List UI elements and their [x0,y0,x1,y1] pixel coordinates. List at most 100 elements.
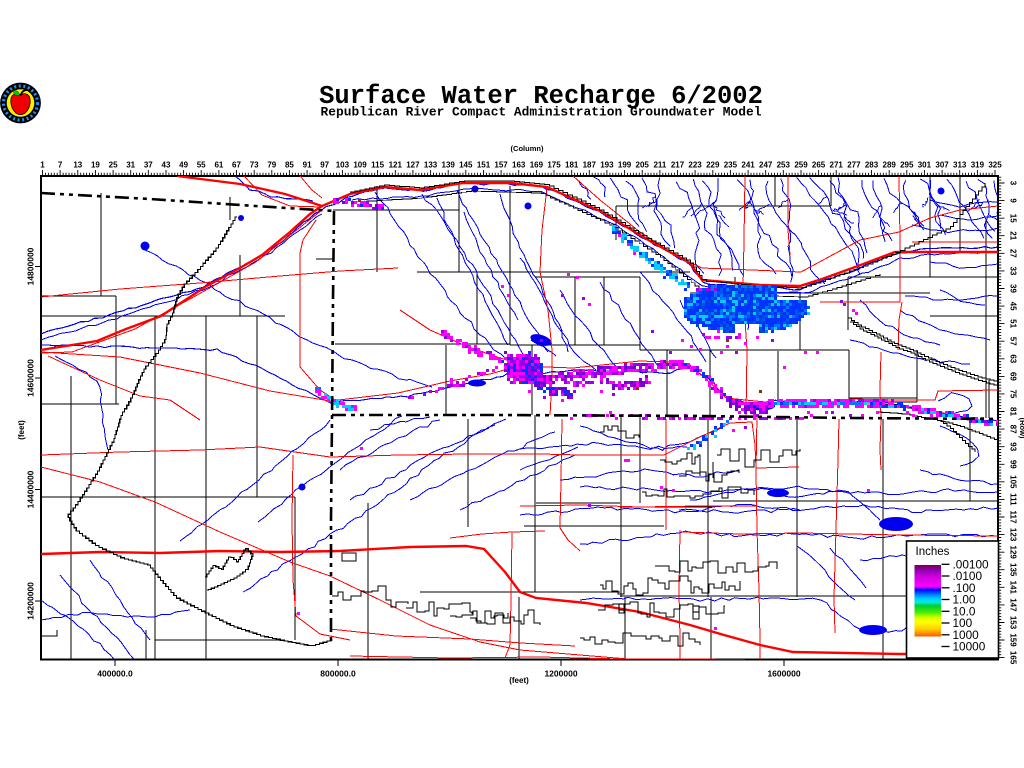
svg-text:49: 49 [179,161,188,170]
svg-text:87: 87 [1009,425,1018,434]
svg-text:105: 105 [1009,475,1018,489]
svg-text:117: 117 [1009,511,1018,524]
svg-text:27: 27 [1009,249,1018,258]
svg-text:169: 169 [530,161,544,170]
svg-text:289: 289 [883,161,897,170]
svg-text:163: 163 [512,161,526,170]
svg-text:1: 1 [40,161,45,170]
svg-text:141: 141 [1009,581,1018,595]
svg-text:99: 99 [1009,460,1018,469]
svg-text:33: 33 [1009,266,1018,275]
svg-text:139: 139 [442,161,456,170]
svg-text:295: 295 [900,161,914,170]
svg-text:100: 100 [953,616,973,630]
svg-text:157: 157 [494,161,508,170]
svg-text:(Row): (Row) [1018,418,1024,439]
svg-text:Inches: Inches [916,546,950,558]
svg-text:175: 175 [547,161,561,170]
svg-text:235: 235 [724,161,738,170]
svg-text:61: 61 [214,161,223,170]
svg-text:(feet): (feet) [17,420,26,440]
svg-text:205: 205 [636,161,650,170]
svg-text:31: 31 [126,161,135,170]
svg-text:115: 115 [371,161,384,170]
svg-text:15: 15 [1009,214,1018,223]
svg-text:1200000: 1200000 [544,669,577,679]
svg-text:247: 247 [759,161,773,170]
svg-text:.100: .100 [953,581,976,595]
svg-text:14400000: 14400000 [26,470,36,508]
svg-text:55: 55 [197,161,206,170]
svg-text:93: 93 [1009,442,1018,451]
svg-text:91: 91 [303,161,312,170]
svg-text:85: 85 [285,161,294,170]
svg-text:135: 135 [1009,563,1018,577]
svg-text:193: 193 [600,161,614,170]
svg-text:223: 223 [688,161,702,170]
svg-text:165: 165 [1009,651,1018,665]
svg-text:133: 133 [424,161,438,170]
svg-text:51: 51 [1009,319,1018,328]
svg-text:313: 313 [953,161,967,170]
svg-text:7: 7 [58,161,63,170]
svg-text:3: 3 [1009,181,1018,186]
svg-text:187: 187 [583,161,597,170]
svg-text:69: 69 [1009,372,1018,381]
svg-text:283: 283 [865,161,879,170]
svg-text:14600000: 14600000 [26,359,36,397]
svg-text:79: 79 [267,161,276,170]
svg-text:103: 103 [336,161,350,170]
svg-text:63: 63 [1009,354,1018,363]
svg-text:147: 147 [1009,598,1018,612]
svg-text:181: 181 [565,161,579,170]
svg-text:14800000: 14800000 [26,247,36,285]
svg-text:9: 9 [1009,198,1018,203]
svg-text:800000.0: 800000.0 [320,669,356,679]
svg-text:45: 45 [1009,302,1018,311]
svg-text:10000: 10000 [953,640,986,654]
svg-text:43: 43 [162,161,171,170]
svg-text:73: 73 [250,161,259,170]
svg-text:109: 109 [353,161,367,170]
svg-text:81: 81 [1009,407,1018,416]
svg-text:127: 127 [406,161,420,170]
svg-text:21: 21 [1009,231,1018,240]
svg-text:199: 199 [618,161,632,170]
svg-text:10.0: 10.0 [953,604,976,618]
svg-text:153: 153 [1009,616,1018,630]
svg-text:259: 259 [794,161,808,170]
svg-text:211: 211 [653,161,666,170]
svg-text:129: 129 [1009,546,1018,560]
svg-text:241: 241 [741,161,755,170]
svg-text:57: 57 [1009,337,1018,346]
svg-text:301: 301 [918,161,932,170]
svg-text:307: 307 [935,161,949,170]
svg-text:111: 111 [1009,493,1018,506]
svg-text:(Column): (Column) [511,144,544,153]
svg-text:271: 271 [830,161,844,170]
svg-text:277: 277 [847,161,861,170]
svg-text:13: 13 [73,161,82,170]
svg-text:229: 229 [706,161,720,170]
svg-text:14200000: 14200000 [26,582,36,620]
svg-text:75: 75 [1009,389,1018,398]
svg-text:97: 97 [320,161,329,170]
svg-text:(feet): (feet) [509,676,529,685]
svg-text:25: 25 [109,161,118,170]
svg-text:319: 319 [971,161,985,170]
svg-text:159: 159 [1009,633,1018,647]
svg-text:1600000: 1600000 [767,669,800,679]
svg-text:265: 265 [812,161,826,170]
svg-text:19: 19 [91,161,100,170]
svg-text:145: 145 [459,161,473,170]
svg-text:Republican River Compact Admin: Republican River Compact Administration … [321,105,762,120]
svg-text:39: 39 [1009,284,1018,293]
svg-text:1.00: 1.00 [953,593,976,607]
svg-text:.0100: .0100 [953,569,983,583]
svg-text:400000.0: 400000.0 [97,669,133,679]
svg-text:Surface Water Recharge 6/2002: Surface Water Recharge 6/2002 [319,82,763,111]
svg-text:253: 253 [777,161,791,170]
svg-text:123: 123 [1009,528,1018,542]
svg-text:121: 121 [389,161,403,170]
svg-text:37: 37 [144,161,153,170]
